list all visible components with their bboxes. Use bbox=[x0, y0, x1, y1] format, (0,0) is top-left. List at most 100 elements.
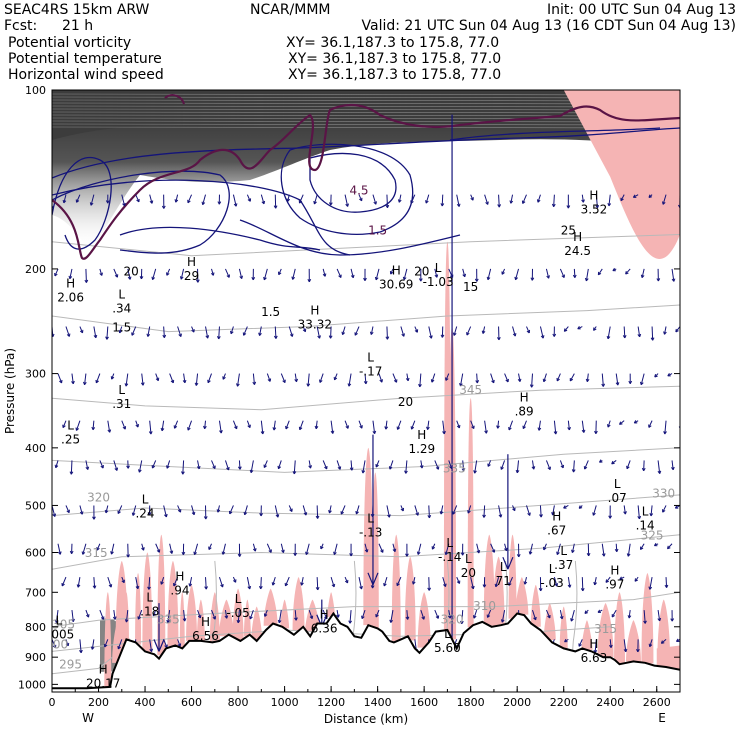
wind-vector bbox=[532, 609, 537, 621]
wind-vector bbox=[559, 610, 563, 620]
wind-vector bbox=[456, 420, 460, 429]
wind-vector-head bbox=[282, 379, 286, 384]
wind-vector bbox=[504, 373, 509, 383]
y-tick-label: 500 bbox=[25, 499, 46, 512]
wind-vector bbox=[510, 194, 514, 204]
wind-vector-head bbox=[385, 336, 390, 340]
wind-vector bbox=[428, 505, 430, 518]
wind-vector-head bbox=[169, 550, 174, 554]
wind-vector bbox=[595, 194, 598, 208]
wind-vector bbox=[440, 505, 444, 515]
wind-vector-head bbox=[648, 424, 652, 428]
wind-vector-head bbox=[293, 552, 298, 556]
wind-vector bbox=[125, 373, 129, 387]
wind-vector-head bbox=[305, 551, 309, 555]
wind-vector bbox=[545, 460, 551, 470]
wind-vector bbox=[482, 326, 486, 334]
wind-vector bbox=[487, 268, 492, 280]
wind-vector-head bbox=[654, 374, 658, 378]
wind-vector bbox=[194, 543, 199, 555]
wind-vector-head bbox=[137, 616, 141, 620]
extremum-value: 2.06 bbox=[57, 290, 84, 304]
wind-vector-head bbox=[294, 378, 299, 383]
wind-vector-head bbox=[586, 552, 591, 557]
y-axis-label: Pressure (hPa) bbox=[3, 348, 17, 434]
wind-vector-head bbox=[155, 377, 160, 382]
extremum-type: L bbox=[142, 493, 149, 507]
pv-label: 1.5 bbox=[368, 223, 387, 237]
wind-vector-head bbox=[267, 378, 272, 382]
wind-vector-head bbox=[236, 619, 241, 624]
wind-vector bbox=[344, 420, 349, 429]
wind-vector bbox=[117, 639, 123, 650]
wind-vector bbox=[84, 373, 87, 385]
wind-vector bbox=[526, 326, 530, 334]
wind-vector-head bbox=[336, 614, 340, 618]
wind-vector bbox=[208, 543, 212, 550]
wind-vector bbox=[288, 505, 293, 512]
wind-vector-head bbox=[546, 275, 550, 279]
wind-vector bbox=[456, 194, 460, 207]
pv-streak bbox=[52, 114, 680, 117]
wind-vector-head bbox=[193, 551, 197, 555]
wind-vector-head bbox=[302, 328, 307, 333]
wind-vector-head bbox=[560, 464, 565, 469]
wind-vector-head bbox=[268, 549, 272, 553]
wind-vector bbox=[420, 460, 423, 469]
wind-vector-head bbox=[313, 200, 317, 205]
wind-vector-head bbox=[251, 277, 256, 281]
extremum-type: L bbox=[435, 261, 442, 275]
wind-vector bbox=[354, 326, 360, 336]
wind-vector-head bbox=[452, 332, 457, 336]
wind-vector-head bbox=[147, 512, 152, 516]
wind-vector-head bbox=[207, 379, 211, 384]
wind-vector-head bbox=[418, 383, 422, 388]
wind-vector-head bbox=[551, 512, 555, 516]
wind-vector bbox=[76, 194, 81, 203]
wind-vector-head bbox=[485, 201, 489, 205]
wind-vector bbox=[594, 639, 597, 653]
wind-vector bbox=[55, 610, 59, 623]
extremum-value: 20 bbox=[461, 566, 476, 580]
wind-vector-head bbox=[117, 645, 121, 650]
extremum-type: H bbox=[66, 276, 75, 290]
wind-vector-head bbox=[404, 470, 408, 474]
wind-vector-head bbox=[552, 333, 557, 337]
wind-vector-head bbox=[592, 512, 596, 516]
wind-vector-head bbox=[462, 273, 467, 278]
wind-vector bbox=[476, 543, 480, 554]
wind-vector-head bbox=[105, 336, 109, 340]
wind-vector-head bbox=[581, 429, 586, 433]
wind-vector bbox=[280, 543, 284, 553]
wind-vector bbox=[328, 505, 332, 514]
wind-vector-head bbox=[597, 271, 602, 276]
wind-vector-head bbox=[126, 554, 130, 558]
wind-vector-head bbox=[210, 272, 215, 276]
wind-vector-head bbox=[405, 616, 410, 620]
wind-vector bbox=[166, 268, 171, 276]
wind-vector bbox=[272, 576, 276, 586]
extremum-type: H bbox=[310, 304, 319, 318]
wind-vector bbox=[524, 576, 527, 585]
pink-right-edge bbox=[656, 645, 680, 670]
wind-vector-head bbox=[661, 201, 666, 205]
wind-vector-head bbox=[317, 335, 321, 339]
wind-label: 25 bbox=[561, 223, 576, 237]
wind-vector bbox=[594, 577, 597, 586]
wind-vector-head bbox=[648, 586, 653, 590]
x-tick-label: 800 bbox=[228, 696, 249, 709]
wind-vector-head bbox=[393, 379, 398, 383]
wind-vector-head bbox=[363, 277, 367, 282]
wind-vector bbox=[55, 460, 59, 468]
wind-vector-head bbox=[653, 542, 658, 547]
wind-vector-head bbox=[456, 203, 461, 207]
wind-vector-head bbox=[212, 465, 216, 469]
pv-label: 4.5 bbox=[349, 184, 368, 198]
wind-vector-head bbox=[118, 329, 123, 334]
extremum-type: L bbox=[235, 592, 242, 606]
wind-vector bbox=[204, 420, 207, 429]
wind-vector bbox=[243, 326, 248, 336]
pink-column bbox=[196, 599, 205, 641]
wind-vector-head bbox=[309, 615, 314, 620]
wind-vector-head bbox=[54, 272, 58, 277]
